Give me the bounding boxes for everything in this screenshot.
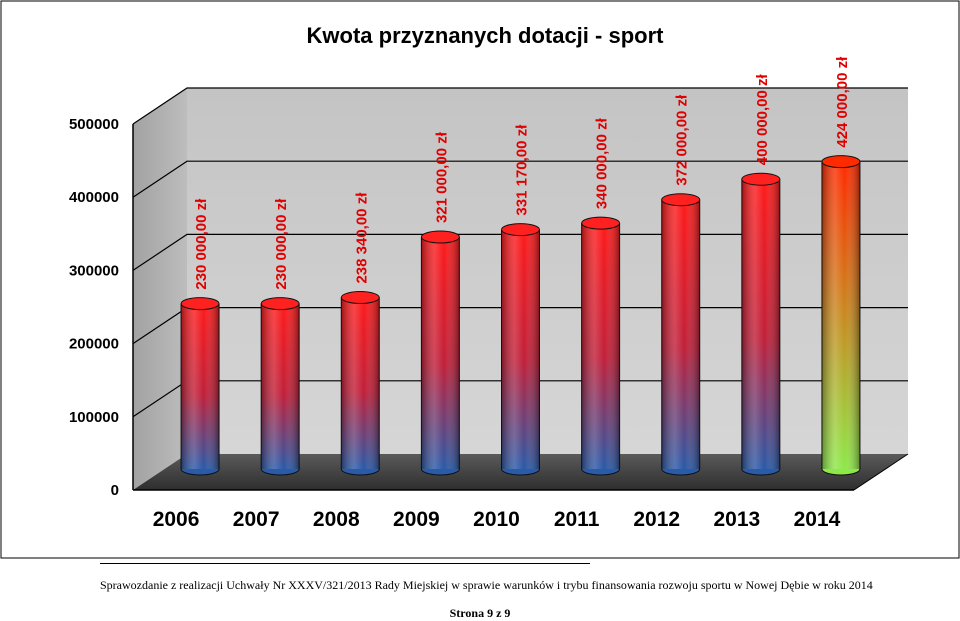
page-number: Strona 9 z 9 <box>449 606 511 620</box>
bar <box>821 155 861 476</box>
data-label: 321 000,00 zł <box>433 131 450 223</box>
bar <box>501 223 540 476</box>
x-tick-label: 2014 <box>794 508 841 531</box>
data-label: 230 000,00 zł <box>193 198 210 290</box>
x-tick-label: 2006 <box>153 508 200 531</box>
data-label: 424 000,00 zł <box>834 56 851 148</box>
bars <box>180 155 861 476</box>
data-label: 340 000,00 zł <box>594 117 611 209</box>
y-tick-label: 400000 <box>69 189 119 206</box>
bar <box>420 230 460 476</box>
bar <box>340 291 380 476</box>
gridline <box>132 87 908 125</box>
data-labels: 230 000,00 zł 230 000,00 zł 238 340,00 zł 3… <box>193 56 851 290</box>
data-label: 400 000,00 zł <box>754 73 771 165</box>
x-tick-label: 2009 <box>393 508 440 531</box>
chart-title: Kwota przyznanych dotacji - sport <box>307 23 665 48</box>
bar <box>260 297 300 476</box>
x-tick-label: 2012 <box>633 508 680 531</box>
footer-text: Sprawozdanie z realizacji Uchwały Nr XXX… <box>100 578 873 592</box>
bar-chart: Kwota przyznanych dotacji - sport 0 10000… <box>0 0 960 559</box>
bar <box>661 193 701 476</box>
gridline <box>132 160 908 198</box>
data-label: 238 340,00 zł <box>353 192 370 284</box>
y-tick-label: 0 <box>111 482 119 499</box>
chart-side-wall <box>133 88 187 490</box>
x-tick-label: 2010 <box>473 508 520 531</box>
y-tick-label: 300000 <box>69 262 119 279</box>
bar <box>180 297 220 476</box>
floor-front-right-edge <box>853 453 909 491</box>
chart-container: Kwota przyznanych dotacji - sport 0 10000… <box>0 0 960 559</box>
x-tick-label: 2008 <box>313 508 360 531</box>
data-label: 372 000,00 zł <box>674 94 691 186</box>
bar <box>581 216 621 476</box>
y-tick-label: 500000 <box>69 116 119 133</box>
x-tick-label: 2013 <box>713 508 760 531</box>
footer-divider <box>100 563 590 564</box>
x-tick-label: 2007 <box>233 508 280 531</box>
y-tick-label: 200000 <box>69 336 119 353</box>
data-label: 331 170,00 zł <box>514 124 531 216</box>
y-tick-label: 100000 <box>69 409 119 426</box>
bar <box>741 172 781 476</box>
x-tick-label: 2011 <box>554 508 600 531</box>
x-axis-ticks: 2006 2007 2008 2009 2010 2011 2012 2013 2014 <box>153 508 841 531</box>
y-axis-ticks: 0 100000 200000 300000 400000 500000 <box>69 116 119 499</box>
data-label: 230 000,00 zł <box>273 198 290 290</box>
